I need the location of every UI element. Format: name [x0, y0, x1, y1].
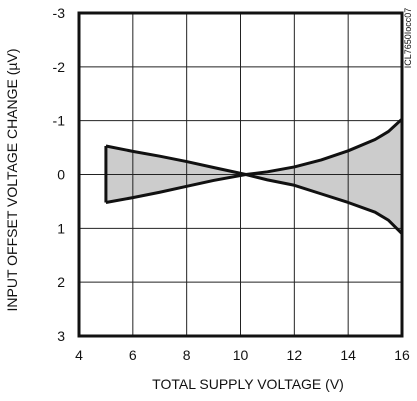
y-tick-label: 0 — [57, 167, 65, 183]
x-axis-label: TOTAL SUPPLY VOLTAGE (V) — [152, 376, 344, 392]
y-axis-label: INPUT OFFSET VOLTAGE CHANGE (µV) — [4, 49, 20, 312]
x-tick-label: 10 — [233, 347, 249, 363]
y-tick-label: -2 — [53, 59, 66, 75]
y-tick-label: -3 — [53, 5, 66, 21]
upper-limit-curve — [105, 117, 404, 176]
x-tick-label: 16 — [394, 347, 410, 363]
x-tick-label: 14 — [340, 347, 356, 363]
y-tick-label: 2 — [57, 274, 65, 290]
lower-limit-curve — [105, 173, 404, 235]
x-tick-label: 12 — [287, 347, 303, 363]
y-tick-label: 1 — [57, 220, 65, 236]
plot-frame — [77, 11, 404, 338]
x-tick-label: 6 — [129, 347, 137, 363]
figure-id-label: ICL7650Iocc07 — [403, 8, 413, 69]
x-tick-label: 4 — [75, 347, 83, 363]
y-tick-label: -1 — [53, 113, 66, 129]
x-tick-label: 8 — [183, 347, 191, 363]
y-tick-label: 3 — [57, 328, 65, 344]
